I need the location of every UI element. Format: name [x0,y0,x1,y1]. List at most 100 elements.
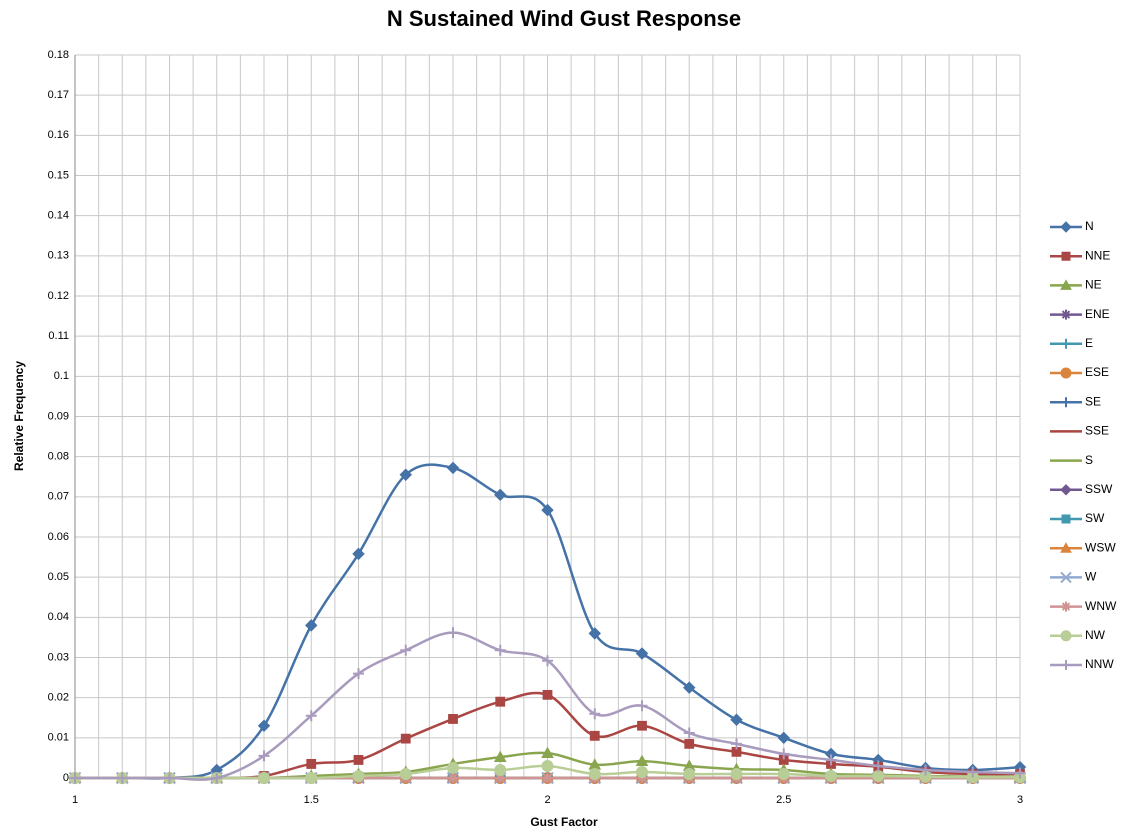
data-point [495,696,506,707]
legend-label: NNE [1085,248,1110,262]
data-point [635,647,649,660]
data-point [542,772,553,784]
x-tick-label: 1.5 [304,794,319,806]
data-point [164,772,175,784]
data-point [1014,767,1026,779]
data-point [777,731,790,745]
data-point [778,755,789,765]
y-tick-label: 0.05 [48,571,69,583]
legend-marker [1060,367,1072,379]
y-tick-label: 0.02 [48,692,69,704]
data-point [494,644,506,656]
x-tick-label: 1 [72,794,78,806]
data-point [683,727,695,739]
legend-marker [1061,601,1071,612]
legend-label: WSW [1085,540,1116,554]
y-tick-label: 0.08 [48,451,69,463]
y-tick-label: 0.15 [48,169,69,181]
data-point [683,681,696,694]
data-point [494,488,507,502]
legend-label: N [1085,219,1094,233]
legend-marker [1061,251,1071,261]
y-tick-label: 0.13 [48,250,69,262]
legend-label: ENE [1085,307,1110,321]
y-tick-label: 0 [63,772,69,784]
data-point [352,770,365,782]
legend-label: NW [1085,628,1106,642]
legend-marker [1060,279,1072,290]
legend-label: SSE [1085,424,1109,438]
data-point [306,759,317,769]
data-point [446,762,460,774]
chart-title: N Sustained Wind Gust Response [387,6,741,31]
legend-marker [1061,338,1071,349]
y-tick-label: 0.17 [48,89,69,101]
data-point [305,619,318,632]
y-tick-label: 0.07 [48,491,69,503]
data-point [589,708,601,720]
y-tick-label: 0.04 [48,611,69,623]
data-point [211,772,223,784]
data-point [353,755,364,765]
data-point [825,754,837,766]
data-point [257,719,271,732]
legend-label: NNW [1085,657,1114,671]
data-point [69,772,81,784]
legend-label: W [1085,570,1097,584]
y-tick-label: 0.1 [54,370,69,382]
data-point [399,768,412,780]
y-tick-label: 0.06 [48,531,69,543]
data-point [541,503,554,517]
data-point [731,746,742,757]
data-point [636,700,648,712]
data-point [447,772,459,784]
data-point [353,668,364,680]
data-point [589,730,600,741]
data-point [494,772,506,784]
data-point [730,768,743,780]
y-axis-label: Relative Frequency [12,361,26,471]
data-point [635,766,649,778]
data-point [448,714,458,724]
y-tick-label: 0.09 [48,410,69,422]
data-point [637,720,647,731]
data-point [305,710,317,722]
data-point [400,733,411,744]
legend-label: S [1085,453,1093,467]
data-point [541,746,554,758]
data-point [588,768,601,780]
x-tick-label: 2.5 [776,794,791,806]
data-point [872,770,885,782]
data-point [919,770,932,783]
data-point [542,689,553,700]
y-tick-label: 0.18 [48,49,69,61]
data-point [684,738,695,749]
legend-label: SSW [1085,482,1113,496]
y-tick-label: 0.16 [48,129,69,141]
data-point [305,772,318,784]
legend-marker [1060,484,1072,496]
data-point [920,764,931,776]
data-point [258,750,270,762]
data-point [400,644,412,656]
data-point [116,772,128,784]
data-point [493,750,507,763]
x-axis-label: Gust Factor [530,815,598,829]
legend-marker [1060,571,1072,584]
legend-label: E [1085,336,1093,350]
data-point [777,768,790,780]
legend-label: ESE [1085,365,1109,379]
x-tick-label: 2 [544,794,550,806]
data-point [446,461,460,475]
y-tick-label: 0.14 [48,210,69,222]
legend-marker [1060,542,1072,553]
legend-marker [1061,309,1071,320]
data-point [824,770,838,782]
y-tick-label: 0.01 [48,732,69,744]
legend-label: SE [1085,394,1101,408]
data-point [636,772,648,784]
y-tick-label: 0.12 [48,290,69,302]
data-point [257,772,271,784]
data-point [447,627,459,639]
